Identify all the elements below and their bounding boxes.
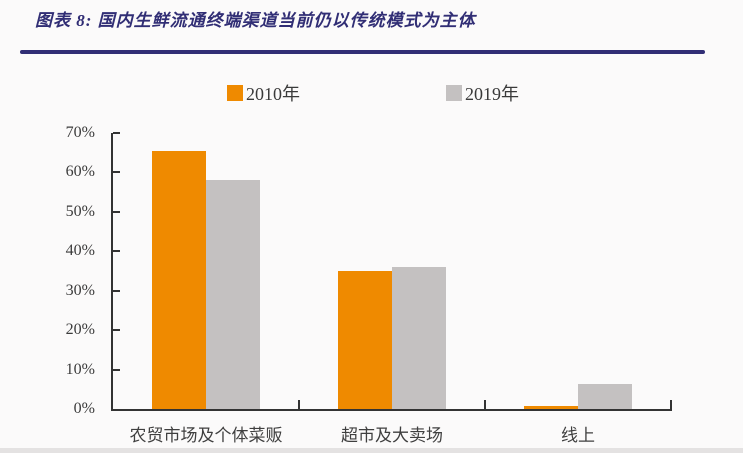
y-axis-tick <box>113 171 120 174</box>
y-axis-tick <box>113 289 120 292</box>
bar-2010-0 <box>152 150 206 409</box>
x-axis-category-label: 线上 <box>561 426 595 445</box>
y-axis-tick-label: 30% <box>65 281 95 299</box>
legend-label: 2019年 <box>465 84 519 104</box>
y-axis-tick <box>113 368 120 371</box>
y-axis-tick-label: 20% <box>65 321 95 339</box>
title-divider-rule <box>20 50 705 54</box>
legend-item-2019: 2019年 <box>446 80 519 106</box>
x-axis-category-label: 农贸市场及个体菜贩 <box>129 426 283 445</box>
y-axis-tick-label: 70% <box>65 124 95 141</box>
legend-item-2010: 2010年 <box>227 80 300 106</box>
bar-2010-2 <box>524 405 578 409</box>
page-bottom-edge <box>0 448 743 453</box>
x-axis-tick <box>670 400 672 409</box>
legend-label: 2010年 <box>246 84 300 104</box>
y-axis-line <box>111 133 113 411</box>
legend-swatch-icon <box>227 85 243 101</box>
bar-2010-1 <box>338 271 392 409</box>
y-axis-tick-label: 40% <box>65 242 95 260</box>
x-axis-tick <box>298 400 300 409</box>
bar-group-1 <box>299 133 485 409</box>
y-axis-tick <box>113 329 120 332</box>
bar-2019-0 <box>206 180 260 409</box>
legend-swatch-icon <box>446 85 462 101</box>
bar-group-2 <box>485 133 671 409</box>
figure-title: 图表 8: 国内生鲜流通终端渠道当前仍以传统模式为主体 <box>35 11 476 30</box>
y-axis-tick-label: 60% <box>65 163 95 181</box>
bar-group-0 <box>113 133 299 409</box>
y-axis-tick-label: 0% <box>73 400 95 417</box>
y-axis-tick-label: 50% <box>65 202 95 220</box>
x-axis-category-label: 超市及大卖场 <box>341 426 443 445</box>
y-axis-tick-label: 10% <box>65 360 95 378</box>
x-axis-tick <box>484 400 486 409</box>
bar-2019-1 <box>392 267 446 409</box>
plot-area: 0% 10% 20% 30% 40% 50% 60% 70% 农贸市场及个体菜贩 超市及大卖场 线上 <box>66 124 672 445</box>
bar-2019-2 <box>578 384 632 409</box>
y-axis-tick <box>113 132 120 134</box>
x-axis-line <box>111 409 672 411</box>
y-axis-tick <box>113 250 120 253</box>
y-axis-tick <box>113 210 120 213</box>
